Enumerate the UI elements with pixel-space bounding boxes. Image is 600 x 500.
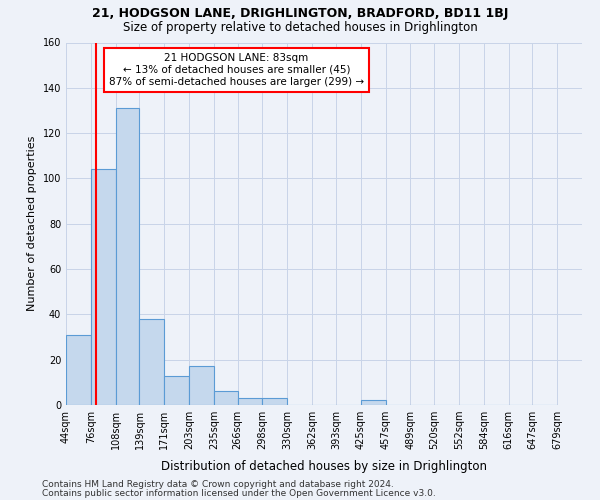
Bar	[91, 170, 116, 405]
X-axis label: Distribution of detached houses by size in Drighlington: Distribution of detached houses by size …	[161, 460, 487, 473]
Bar	[361, 400, 386, 405]
Y-axis label: Number of detached properties: Number of detached properties	[27, 136, 37, 312]
Text: 21 HODGSON LANE: 83sqm
← 13% of detached houses are smaller (45)
87% of semi-det: 21 HODGSON LANE: 83sqm ← 13% of detached…	[109, 54, 364, 86]
Bar	[214, 392, 238, 405]
Text: Size of property relative to detached houses in Drighlington: Size of property relative to detached ho…	[122, 21, 478, 34]
Bar	[262, 398, 287, 405]
Bar	[164, 376, 189, 405]
Bar	[66, 335, 91, 405]
Bar	[116, 108, 139, 405]
Text: 21, HODGSON LANE, DRIGHLINGTON, BRADFORD, BD11 1BJ: 21, HODGSON LANE, DRIGHLINGTON, BRADFORD…	[92, 8, 508, 20]
Text: Contains public sector information licensed under the Open Government Licence v3: Contains public sector information licen…	[42, 488, 436, 498]
Bar	[139, 319, 164, 405]
Bar	[238, 398, 262, 405]
Text: Contains HM Land Registry data © Crown copyright and database right 2024.: Contains HM Land Registry data © Crown c…	[42, 480, 394, 489]
Bar	[189, 366, 214, 405]
